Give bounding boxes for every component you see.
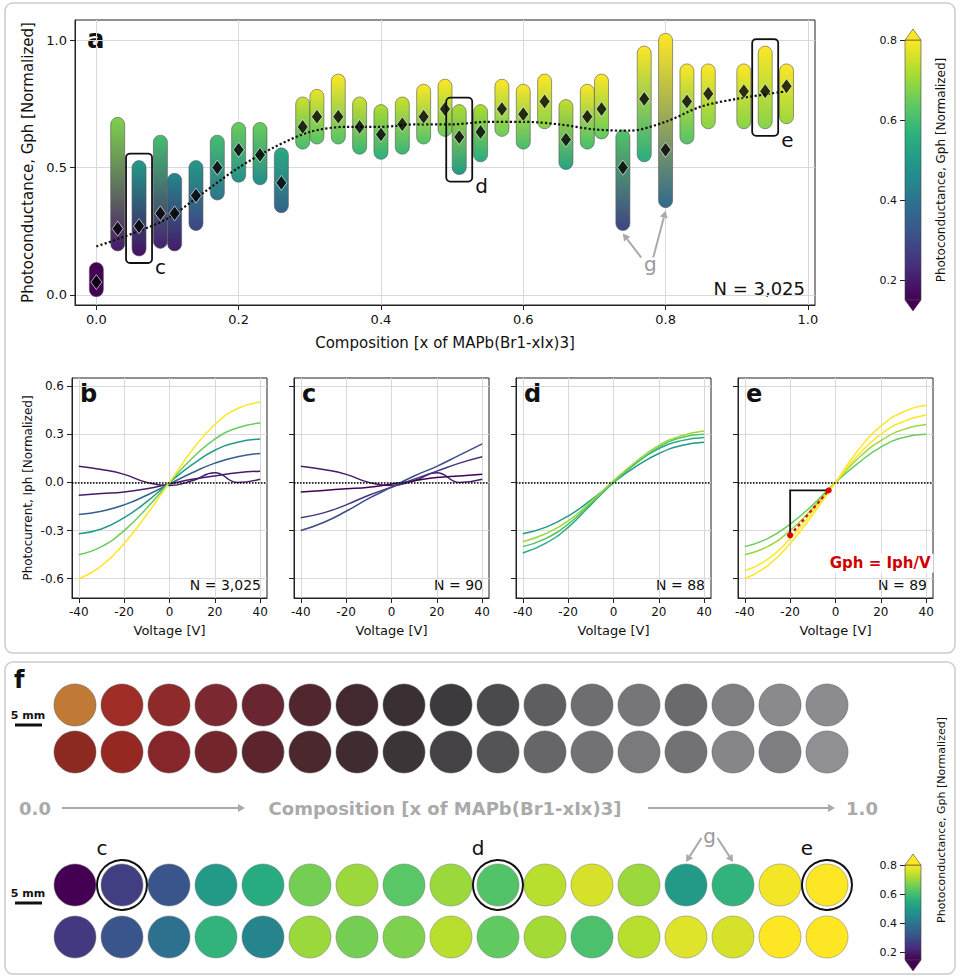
svg-text:c: c xyxy=(155,255,166,279)
svg-text:0.8: 0.8 xyxy=(880,859,898,872)
svg-text:5 mm: 5 mm xyxy=(11,887,45,900)
svg-text:g: g xyxy=(643,251,657,276)
svg-text:0.4: 0.4 xyxy=(371,312,392,327)
svg-text:0: 0 xyxy=(832,605,840,619)
svg-text:N = 88: N = 88 xyxy=(656,577,705,593)
svg-text:c: c xyxy=(97,836,108,860)
svg-text:Voltage [V]: Voltage [V] xyxy=(578,623,650,638)
svg-text:20: 20 xyxy=(873,605,888,619)
svg-text:-20: -20 xyxy=(114,605,134,619)
svg-text:1.0: 1.0 xyxy=(798,312,819,327)
svg-text:N = 3,025: N = 3,025 xyxy=(190,577,261,593)
svg-text:5 mm: 5 mm xyxy=(11,709,45,722)
svg-text:1.0: 1.0 xyxy=(846,798,878,819)
svg-text:-0.3: -0.3 xyxy=(41,524,64,538)
svg-text:-40: -40 xyxy=(513,605,533,619)
svg-text:Photocurrent, Iph [Normalized]: Photocurrent, Iph [Normalized] xyxy=(21,395,35,580)
svg-text:b: b xyxy=(80,380,97,408)
svg-text:0.0: 0.0 xyxy=(45,475,64,489)
svg-text:Voltage [V]: Voltage [V] xyxy=(800,623,872,638)
svg-text:20: 20 xyxy=(651,605,666,619)
svg-text:e: e xyxy=(801,836,813,860)
svg-text:0: 0 xyxy=(166,605,174,619)
svg-text:0.0: 0.0 xyxy=(19,798,51,819)
svg-text:N = 3,025: N = 3,025 xyxy=(713,277,805,299)
svg-text:0.2: 0.2 xyxy=(880,274,898,287)
svg-text:0.5: 0.5 xyxy=(46,160,67,175)
svg-text:-40: -40 xyxy=(291,605,311,619)
svg-text:-20: -20 xyxy=(336,605,356,619)
svg-text:c: c xyxy=(302,380,316,408)
svg-text:f: f xyxy=(14,666,25,694)
svg-text:Photoconductance, Gph [Normali: Photoconductance, Gph [Normalized] xyxy=(935,717,948,923)
svg-text:Voltage [V]: Voltage [V] xyxy=(134,623,206,638)
svg-text:Composition [x of MAPb(Br1-xIx: Composition [x of MAPb(Br1-xIx)3] xyxy=(269,798,622,819)
svg-text:0.2: 0.2 xyxy=(228,312,249,327)
svg-text:N = 90: N = 90 xyxy=(434,577,483,593)
svg-text:0.3: 0.3 xyxy=(45,427,64,441)
svg-text:g: g xyxy=(703,824,716,848)
svg-text:Gph = Iph/V: Gph = Iph/V xyxy=(830,554,931,572)
svg-text:-40: -40 xyxy=(69,605,89,619)
svg-text:e: e xyxy=(781,128,793,152)
svg-text:0.8: 0.8 xyxy=(655,312,676,327)
svg-text:40: 40 xyxy=(697,605,712,619)
svg-text:40: 40 xyxy=(475,605,490,619)
svg-text:0.6: 0.6 xyxy=(880,114,898,127)
svg-text:-0.6: -0.6 xyxy=(41,572,64,586)
svg-text:d: d xyxy=(475,174,488,198)
svg-text:a: a xyxy=(87,24,105,54)
svg-text:e: e xyxy=(746,380,762,408)
svg-text:-40: -40 xyxy=(735,605,755,619)
svg-text:0.8: 0.8 xyxy=(880,34,898,47)
svg-text:Composition [x of MAPb(Br1-xIx: Composition [x of MAPb(Br1-xIx)3] xyxy=(315,334,575,352)
svg-text:N = 89: N = 89 xyxy=(878,577,927,593)
svg-text:0.6: 0.6 xyxy=(513,312,534,327)
svg-text:Photoconductance, Gph [Normali: Photoconductance, Gph [Normalized] xyxy=(934,58,948,283)
svg-text:d: d xyxy=(524,380,541,408)
svg-text:0.6: 0.6 xyxy=(45,379,64,393)
svg-text:0: 0 xyxy=(388,605,396,619)
svg-text:20: 20 xyxy=(207,605,222,619)
svg-text:Voltage [V]: Voltage [V] xyxy=(356,623,428,638)
svg-text:20: 20 xyxy=(429,605,444,619)
svg-text:40: 40 xyxy=(253,605,268,619)
svg-text:0.0: 0.0 xyxy=(46,287,67,302)
svg-text:0.2: 0.2 xyxy=(880,946,898,959)
svg-text:d: d xyxy=(472,836,485,860)
svg-text:40: 40 xyxy=(919,605,934,619)
svg-text:Photoconductance, Gph [Normali: Photoconductance, Gph [Normalized] xyxy=(19,22,37,303)
svg-text:1.0: 1.0 xyxy=(46,33,67,48)
svg-text:0.4: 0.4 xyxy=(880,917,898,930)
svg-text:0.0: 0.0 xyxy=(86,312,107,327)
svg-text:0.6: 0.6 xyxy=(880,888,898,901)
svg-text:-20: -20 xyxy=(780,605,800,619)
svg-text:0.4: 0.4 xyxy=(880,194,898,207)
svg-text:0: 0 xyxy=(610,605,618,619)
svg-text:-20: -20 xyxy=(558,605,578,619)
